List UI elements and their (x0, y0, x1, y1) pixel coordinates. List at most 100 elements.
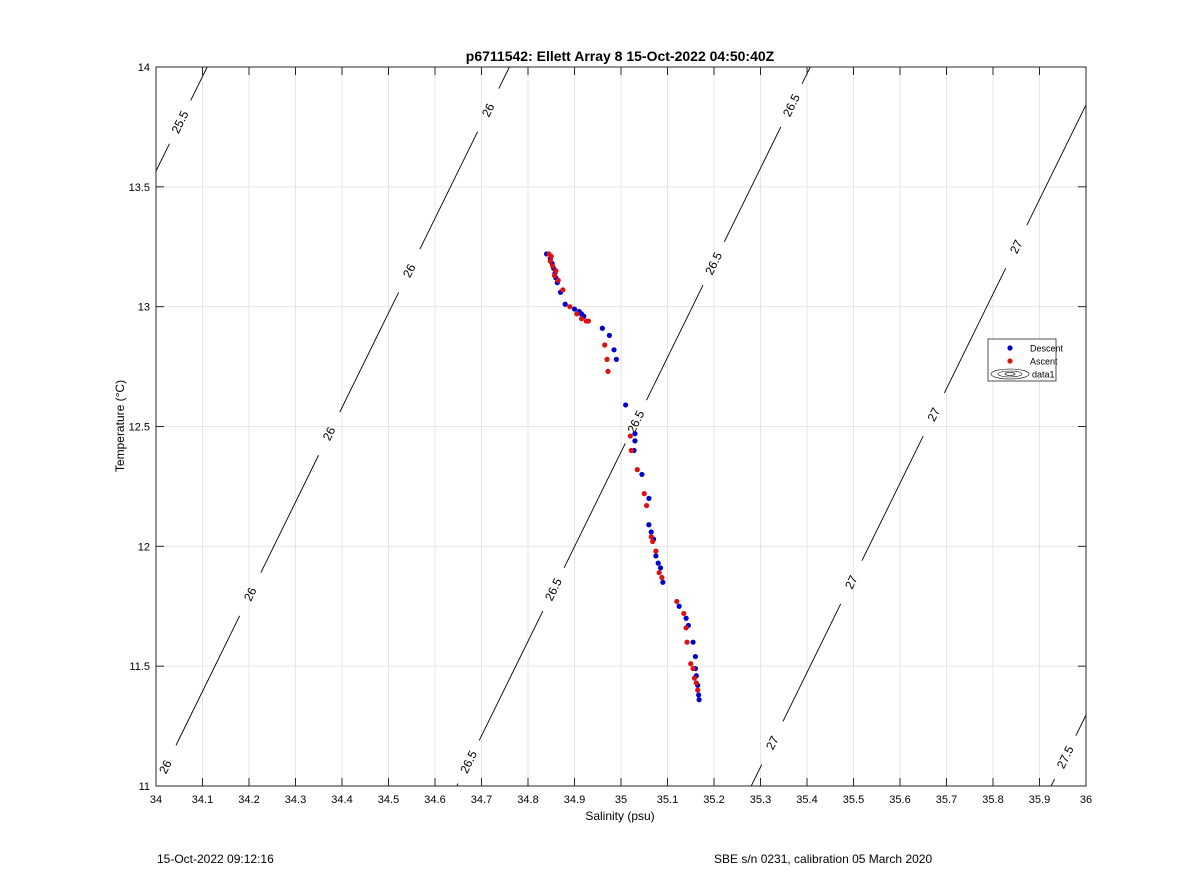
footer-timestamp: 15-Oct-2022 09:12:16 (157, 852, 274, 866)
legend-marker (1007, 345, 1013, 351)
isopycnal-label: 27 (763, 733, 782, 751)
ascent-point (690, 665, 696, 672)
descent-point (696, 692, 702, 698)
x-tick-label: 35.8 (982, 794, 1003, 806)
descent-point (657, 565, 664, 571)
isopycnal-line (498, 67, 510, 89)
isopycnal-label: 26.5 (780, 91, 803, 118)
legend-contour-icon (997, 370, 1023, 378)
x-tick-label: 35.4 (796, 794, 817, 806)
plot-frame (155, 66, 1087, 787)
legend-label: Descent (1030, 344, 1064, 354)
ascent-point (691, 675, 698, 681)
isopycnal-line (339, 292, 400, 413)
x-tick-label: 35.9 (1029, 794, 1050, 806)
isopycnal-line (156, 143, 170, 173)
descent-point (611, 347, 617, 353)
ascent-point (604, 356, 610, 362)
ascent-point (574, 311, 580, 317)
x-tick-label: 34.3 (285, 794, 306, 806)
legend-marker (1007, 358, 1013, 364)
ascent-point (684, 639, 690, 645)
x-tick-label: 34 (150, 794, 162, 806)
isopycnal-line (801, 67, 811, 84)
ascent-point (674, 598, 680, 605)
isopycnal-label: 26 (320, 424, 339, 442)
isopycnal-line (723, 126, 782, 243)
descent-point (632, 431, 638, 437)
y-tick-label: 13 (138, 302, 150, 314)
x-tick-label: 35.5 (843, 794, 864, 806)
isopycnal-line (1026, 103, 1086, 226)
isopycnal-label: 26.5 (624, 408, 647, 435)
x-axis-label: Salinity (psu) (585, 809, 654, 823)
descent-point (653, 553, 659, 559)
descent-point (632, 438, 638, 444)
x-tick-label: 35.2 (703, 794, 724, 806)
x-tick-label: 34.5 (378, 794, 399, 806)
ascent-point (578, 316, 585, 322)
ascent-point (551, 272, 558, 279)
isopycnal-line (260, 455, 319, 573)
descent-point (692, 653, 699, 660)
isopycnal-line (861, 435, 924, 561)
ascent-point (659, 574, 665, 581)
data-points (544, 251, 702, 703)
ascent-point (585, 318, 592, 324)
isopycnal-label: 27 (1007, 237, 1026, 255)
descent-point (571, 306, 578, 312)
x-tick-label: 34.6 (424, 794, 445, 806)
legend: Descent Ascent data1 (987, 338, 1064, 382)
ascent-point (634, 467, 640, 473)
axis-ticks: 34 34.1 34.2 34.3 34.4 34.5 34.6 34.7 34.8 34.9 35… (129, 62, 1093, 806)
descent-point (690, 639, 696, 645)
isopycnal-label: 27 (925, 405, 944, 423)
isopycnal-line (943, 268, 1007, 394)
isopycnal-line (1075, 714, 1086, 736)
ascent-point (695, 687, 701, 693)
isopycnal-line (646, 284, 704, 401)
isopycnal-line (190, 67, 208, 101)
chart-title: p6711542: Ellett Array 8 15-Oct-2022 04:… (466, 48, 775, 64)
isopycnal-line (782, 603, 842, 722)
descent-point (639, 471, 645, 478)
x-tick-label: 34.9 (564, 794, 585, 806)
ascent-point (641, 491, 647, 497)
x-tick-label: 34.1 (192, 794, 213, 806)
ascent-point (627, 433, 633, 439)
ascent-point (693, 680, 699, 686)
descent-point (613, 356, 619, 362)
ascent-point (688, 661, 694, 667)
descent-point (655, 560, 661, 566)
ascent-point (602, 342, 608, 348)
x-tick-label: 35.1 (657, 794, 678, 806)
ascent-point (628, 447, 634, 454)
isopycnal-label: 26.5 (542, 576, 565, 603)
ascent-point (656, 570, 662, 576)
isopycnal-label: 25.5 (169, 108, 192, 135)
isopycnal-line (1050, 778, 1056, 786)
descent-point (696, 697, 702, 703)
descent-point (648, 529, 654, 535)
ascent-point (643, 502, 650, 509)
y-tick-label: 11.5 (129, 661, 150, 673)
x-tick-label: 34.2 (238, 794, 259, 806)
descent-point (646, 522, 652, 528)
x-tick-label: 35.6 (889, 794, 910, 806)
ascent-point (555, 277, 561, 283)
y-tick-label: 11 (139, 781, 150, 793)
x-tick-label: 35.7 (936, 794, 957, 806)
isopycnal-label: 26 (400, 261, 419, 279)
isopycnal-line (419, 131, 478, 250)
ascent-point (567, 304, 573, 310)
isopycnal-label: 26 (479, 101, 498, 119)
ascent-point (605, 368, 611, 374)
y-tick-label: 12 (138, 541, 150, 553)
isopycnal-line (175, 615, 241, 746)
y-tick-label: 14 (138, 62, 150, 74)
isopycnal-label: 26 (241, 585, 260, 603)
legend-label: data1 (1032, 370, 1055, 380)
descent-point (599, 325, 606, 331)
descent-point (646, 495, 652, 501)
x-tick-label: 34.7 (471, 794, 492, 806)
